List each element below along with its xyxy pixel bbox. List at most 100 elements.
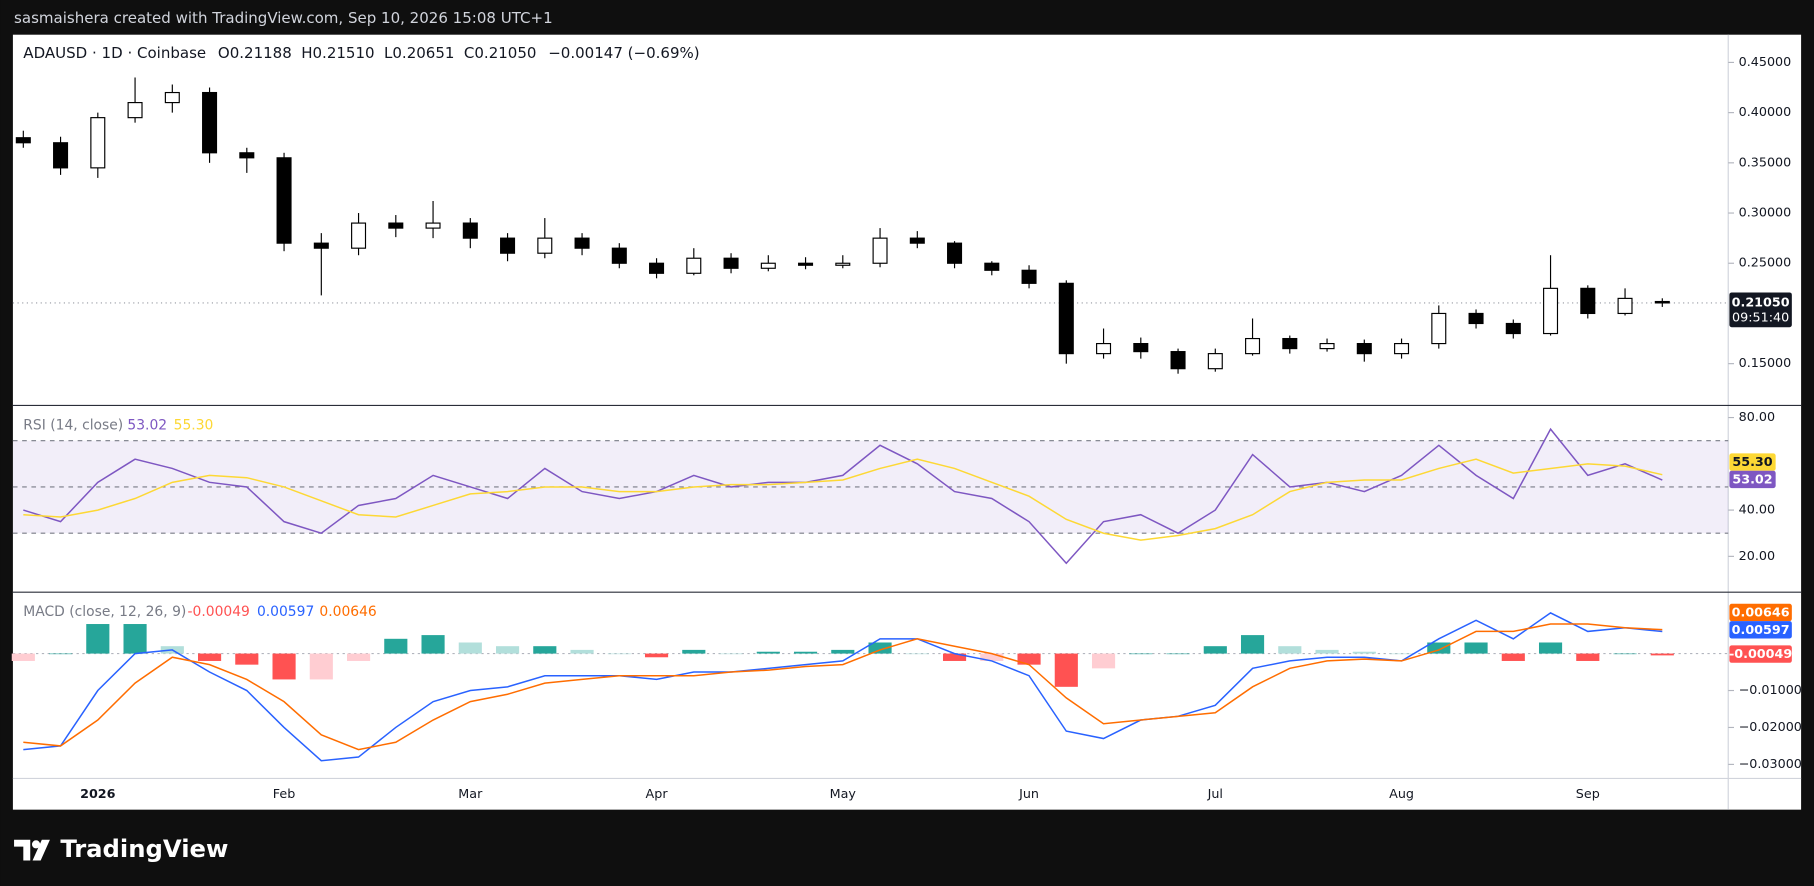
candle-body — [351, 222, 367, 249]
candle-body — [798, 262, 814, 266]
histogram-bar — [1352, 651, 1376, 654]
histogram-bar — [533, 646, 557, 654]
candle-body — [1282, 337, 1298, 350]
candle-body — [1207, 353, 1223, 370]
countdown: 09:51:40 — [1732, 309, 1789, 324]
ohlc-letter: L — [384, 44, 393, 62]
ohlc-letter: O — [218, 44, 230, 62]
candle-body — [909, 237, 925, 244]
candle-body — [611, 247, 627, 264]
candle-body — [1543, 287, 1559, 335]
candle-body — [1505, 322, 1521, 335]
open-value: 0.21188 — [230, 44, 292, 62]
logo: TradingView — [14, 834, 228, 863]
y-tick-label: 80.00 — [1739, 409, 1775, 424]
histogram-bar — [1501, 653, 1525, 661]
histogram-bar — [495, 646, 520, 654]
axis-value: 53.02 — [1732, 472, 1772, 487]
candle-body — [984, 262, 1000, 271]
histogram-bar — [11, 653, 35, 661]
histogram-bar — [48, 653, 73, 655]
histogram-bar — [1017, 653, 1041, 665]
candle-body — [500, 237, 516, 254]
histogram-bar — [1427, 642, 1451, 654]
candle-body — [239, 152, 255, 159]
legend-value: 0.00646 — [319, 604, 376, 620]
chart-area — [12, 34, 1802, 810]
symbol: ADAUSD · 1D · Coinbase — [23, 44, 206, 62]
y-tick-label: 0.25000 — [1739, 255, 1792, 270]
histogram-bar — [980, 653, 1004, 661]
indicator-title: RSI (14, close) — [23, 418, 123, 434]
histogram-bar — [86, 624, 110, 654]
candle-body — [164, 91, 180, 104]
legend-value: -0.00049 — [188, 604, 250, 620]
histogram-bar — [1650, 653, 1674, 656]
candle-body — [1245, 337, 1261, 355]
candle-body — [15, 137, 31, 144]
candle-body — [1170, 351, 1186, 370]
candle-body — [1021, 269, 1037, 284]
histogram-bar — [905, 653, 929, 655]
y-tick-label: 0.40000 — [1739, 104, 1792, 119]
close-value: 0.21050 — [474, 44, 536, 62]
candle-body — [574, 237, 590, 249]
x-tick-label: Mar — [458, 786, 483, 801]
candle-body — [723, 257, 739, 269]
candle-body — [760, 262, 776, 269]
axis-price-label-bg — [1729, 292, 1792, 328]
attribution: sasmaishera created with TradingView.com… — [14, 9, 553, 27]
histogram-bar — [1278, 646, 1302, 654]
candle-body — [1468, 312, 1484, 325]
candle-body — [1394, 342, 1410, 355]
x-tick-label: Feb — [273, 786, 296, 801]
axis-value-bg — [1729, 645, 1792, 663]
axis-value: -0.00049 — [1729, 646, 1792, 661]
candle-body — [1580, 287, 1596, 315]
axis-value-bg — [1729, 470, 1776, 489]
candle-body — [872, 237, 888, 264]
histogram-bar — [831, 649, 855, 654]
chart-header: ADAUSD · 1D · Coinbase O0.21188 H0.21510… — [23, 44, 699, 62]
histogram-bar — [384, 638, 408, 654]
histogram-bar — [1613, 653, 1637, 655]
y-tick-label: 0.45000 — [1739, 54, 1792, 69]
histogram-bar — [123, 624, 147, 654]
indicator-title: MACD (close, 12, 26, 9) — [23, 604, 186, 620]
y-tick-label: 0.35000 — [1739, 154, 1792, 169]
legend-value: 53.02 — [127, 418, 167, 434]
histogram-bar — [1389, 653, 1414, 655]
candle-body — [388, 222, 404, 229]
y-tick-label: 0.30000 — [1739, 205, 1792, 220]
candle-body — [835, 262, 851, 266]
histogram-bar — [1464, 642, 1488, 654]
histogram-bar — [272, 653, 296, 680]
histogram-bar — [644, 653, 669, 658]
axis-price-label: 0.21050 — [1732, 294, 1790, 309]
histogram-bar — [682, 649, 706, 654]
histogram-bar — [235, 653, 259, 665]
x-tick-label: Apr — [646, 786, 669, 801]
legend-value: 55.30 — [174, 418, 214, 434]
histogram-bar — [1166, 653, 1190, 655]
candle-body — [53, 142, 69, 169]
histogram-bar — [421, 635, 445, 654]
x-tick-label: 2026 — [80, 786, 116, 801]
histogram-bar — [1315, 649, 1339, 654]
logo-mark — [14, 839, 50, 861]
logo-dot — [31, 840, 41, 849]
histogram-bar — [1240, 635, 1265, 654]
histogram-bar — [1576, 653, 1600, 661]
candle-body — [202, 91, 218, 154]
histogram-bar — [719, 653, 743, 655]
ohlc-letter: H — [301, 44, 312, 62]
histogram-bar — [197, 653, 222, 661]
y-tick-label: −0.02000 — [1739, 719, 1802, 734]
histogram-bar — [346, 653, 371, 661]
histogram-bar — [607, 653, 631, 655]
x-tick-label: Sep — [1576, 786, 1600, 801]
candle-body — [649, 262, 665, 274]
brand: TradingView — [60, 834, 228, 863]
candle-body — [1431, 312, 1447, 345]
candle-body — [90, 117, 106, 169]
